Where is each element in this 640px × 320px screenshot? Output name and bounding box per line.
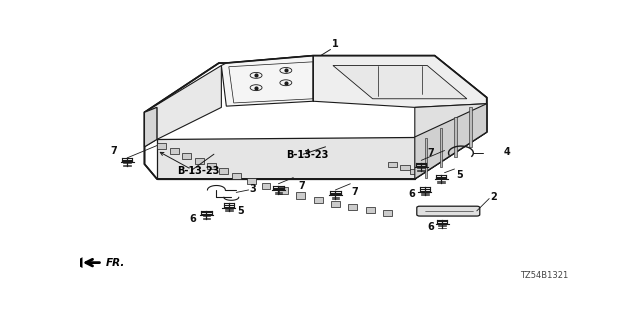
Text: B-13-23: B-13-23 <box>177 166 219 176</box>
Polygon shape <box>415 104 486 179</box>
Text: 7: 7 <box>352 188 358 197</box>
Bar <box>400 165 410 170</box>
Bar <box>232 173 241 179</box>
Polygon shape <box>454 117 457 157</box>
Bar <box>182 153 191 159</box>
Text: 3: 3 <box>250 184 257 194</box>
Text: B-13-23: B-13-23 <box>286 150 328 160</box>
Text: 6: 6 <box>190 214 196 224</box>
Text: 4: 4 <box>504 147 511 157</box>
Text: 7: 7 <box>428 148 434 158</box>
Bar <box>262 182 271 189</box>
Bar <box>388 162 397 166</box>
Bar <box>410 169 420 174</box>
Text: 6: 6 <box>427 222 434 232</box>
Bar <box>246 178 255 184</box>
Text: 7: 7 <box>298 181 305 191</box>
Polygon shape <box>415 104 486 137</box>
Bar <box>195 158 204 164</box>
Polygon shape <box>145 108 157 147</box>
Polygon shape <box>145 108 157 147</box>
Text: 7: 7 <box>111 146 117 156</box>
Text: 2: 2 <box>490 192 497 202</box>
Polygon shape <box>72 257 83 268</box>
Bar <box>207 163 216 169</box>
Polygon shape <box>440 128 442 167</box>
Bar <box>296 192 305 198</box>
Bar <box>348 204 357 210</box>
Text: 1: 1 <box>332 39 339 49</box>
Text: 6: 6 <box>408 189 415 199</box>
Polygon shape <box>425 138 428 178</box>
Polygon shape <box>313 56 486 108</box>
Bar <box>331 201 340 207</box>
Text: FR.: FR. <box>106 258 125 268</box>
Polygon shape <box>469 107 472 147</box>
Polygon shape <box>333 66 467 99</box>
Bar <box>279 188 288 194</box>
Polygon shape <box>157 137 415 179</box>
Text: TZ54B1321: TZ54B1321 <box>520 271 568 280</box>
Text: 5: 5 <box>456 170 463 180</box>
Text: 5: 5 <box>237 206 244 216</box>
Bar <box>314 196 323 203</box>
FancyBboxPatch shape <box>417 206 480 216</box>
Bar <box>365 207 374 213</box>
Bar <box>157 143 166 149</box>
Polygon shape <box>221 56 313 106</box>
Bar <box>383 210 392 216</box>
Polygon shape <box>145 56 486 179</box>
Bar <box>220 168 228 174</box>
Bar <box>170 148 179 154</box>
Polygon shape <box>145 66 221 140</box>
